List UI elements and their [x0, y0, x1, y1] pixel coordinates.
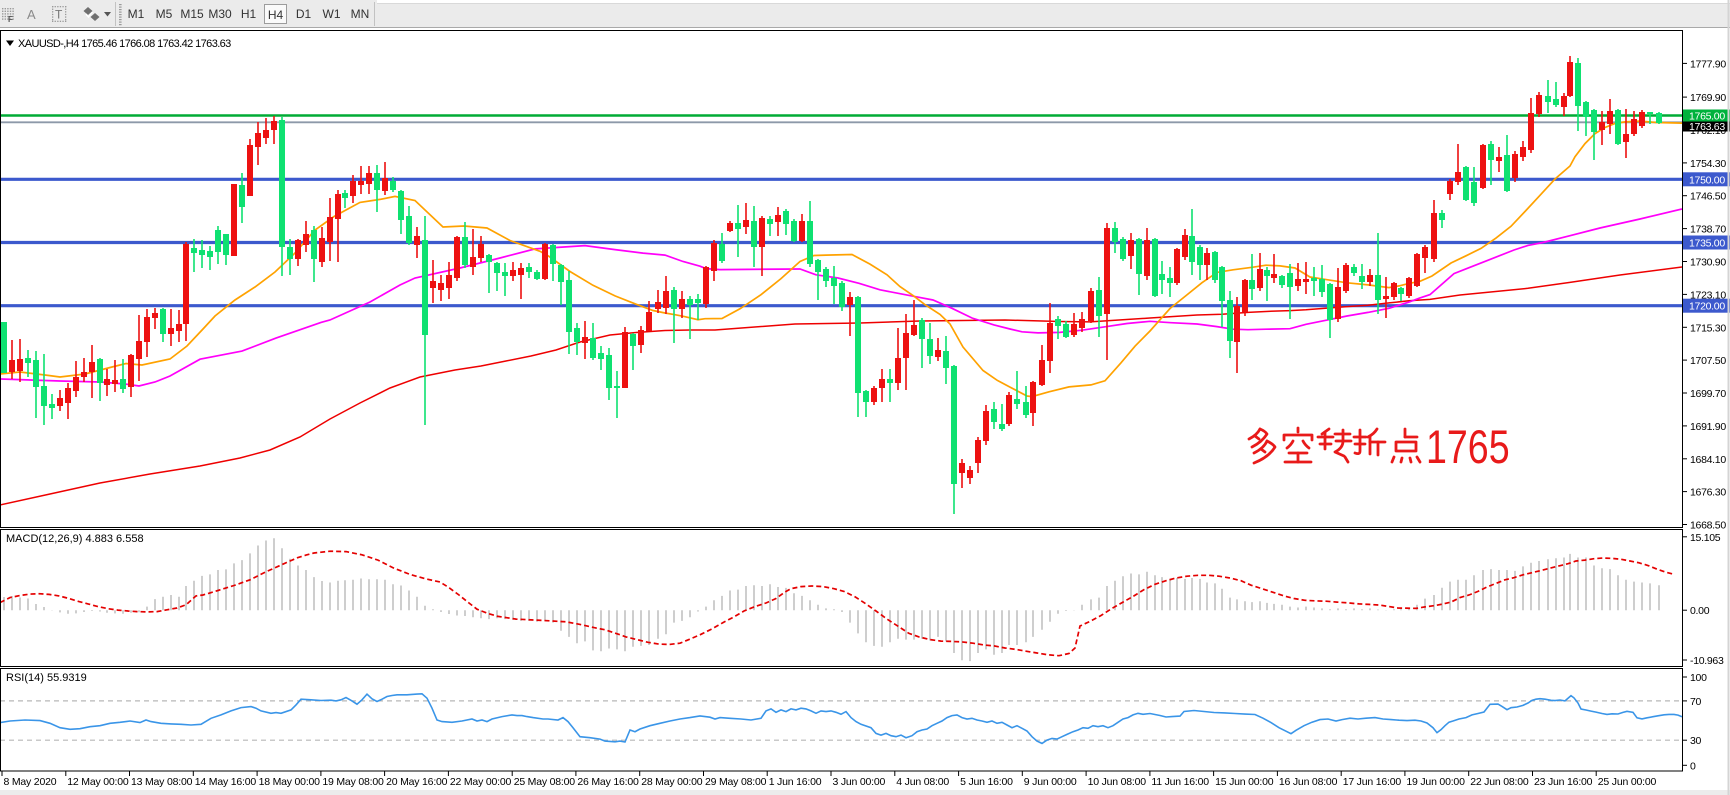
svg-text:1730.90: 1730.90 [1690, 257, 1726, 269]
svg-text:1777.90: 1777.90 [1690, 58, 1726, 70]
svg-text:14 May 16:00: 14 May 16:00 [195, 776, 257, 788]
svg-text:10 Jun 08:00: 10 Jun 08:00 [1088, 776, 1147, 788]
svg-text:12 May 00:00: 12 May 00:00 [67, 776, 129, 788]
svg-text:19 May 08:00: 19 May 08:00 [322, 776, 384, 788]
svg-text:100: 100 [1690, 672, 1707, 684]
svg-text:1699.70: 1699.70 [1690, 388, 1726, 400]
svg-text:28 May 00:00: 28 May 00:00 [641, 776, 703, 788]
svg-text:A: A [27, 7, 36, 22]
svg-text:13 May 08:00: 13 May 08:00 [131, 776, 193, 788]
svg-text:RSI(14) 55.9319: RSI(14) 55.9319 [6, 672, 87, 684]
svg-text:F: F [8, 15, 13, 24]
svg-text:1750.00: 1750.00 [1689, 174, 1725, 186]
svg-text:XAUUSD-,H4 1765.46 1766.08 17: XAUUSD-,H4 1765.46 1766.08 1763.42 1763.… [18, 38, 231, 50]
svg-text:MACD(12,26,9) 4.883 6.558: MACD(12,26,9) 4.883 6.558 [6, 533, 144, 545]
svg-text:26 May 16:00: 26 May 16:00 [577, 776, 639, 788]
svg-text:1763.63: 1763.63 [1689, 121, 1725, 133]
svg-text:1684.10: 1684.10 [1690, 454, 1726, 466]
svg-text:16 Jun 08:00: 16 Jun 08:00 [1279, 776, 1338, 788]
svg-text:4 Jun 08:00: 4 Jun 08:00 [896, 776, 949, 788]
svg-text:29 May 08:00: 29 May 08:00 [705, 776, 767, 788]
svg-text:1765.00: 1765.00 [1689, 110, 1725, 122]
svg-text:19 Jun 00:00: 19 Jun 00:00 [1406, 776, 1465, 788]
svg-text:5 Jun 16:00: 5 Jun 16:00 [960, 776, 1013, 788]
svg-text:25 Jun 00:00: 25 Jun 00:00 [1598, 776, 1657, 788]
svg-text:25 May 08:00: 25 May 08:00 [514, 776, 576, 788]
svg-text:15 Jun 00:00: 15 Jun 00:00 [1215, 776, 1274, 788]
svg-text:22 May 00:00: 22 May 00:00 [450, 776, 512, 788]
svg-text:15.105: 15.105 [1690, 532, 1721, 544]
svg-text:70: 70 [1690, 696, 1702, 708]
svg-text:1754.30: 1754.30 [1690, 158, 1726, 170]
svg-text:0.00: 0.00 [1690, 605, 1710, 617]
svg-text:23 Jun 16:00: 23 Jun 16:00 [1534, 776, 1593, 788]
svg-text:18 May 00:00: 18 May 00:00 [259, 776, 321, 788]
svg-text:22 Jun 08:00: 22 Jun 08:00 [1470, 776, 1529, 788]
svg-text:17 Jun 16:00: 17 Jun 16:00 [1343, 776, 1402, 788]
svg-text:1769.90: 1769.90 [1690, 92, 1726, 104]
svg-text:8 May 2020: 8 May 2020 [4, 776, 57, 788]
svg-text:3 Jun 00:00: 3 Jun 00:00 [833, 776, 886, 788]
svg-text:9 Jun 00:00: 9 Jun 00:00 [1024, 776, 1077, 788]
svg-text:1691.90: 1691.90 [1690, 421, 1726, 433]
svg-text:1715.30: 1715.30 [1690, 322, 1726, 334]
svg-text:1765: 1765 [1426, 421, 1510, 474]
svg-text:1723.10: 1723.10 [1690, 289, 1726, 301]
svg-text:T: T [55, 8, 63, 22]
svg-text:1 Jun 16:00: 1 Jun 16:00 [769, 776, 822, 788]
svg-text:20 May 16:00: 20 May 16:00 [386, 776, 448, 788]
svg-text:1738.70: 1738.70 [1690, 224, 1726, 236]
svg-text:1707.50: 1707.50 [1690, 355, 1726, 367]
svg-text:1668.50: 1668.50 [1690, 520, 1726, 532]
svg-text:0: 0 [1690, 760, 1696, 772]
svg-text:1720.00: 1720.00 [1689, 301, 1725, 313]
svg-text:1746.50: 1746.50 [1690, 191, 1726, 203]
svg-text:1735.00: 1735.00 [1689, 238, 1725, 250]
svg-text:-10.963: -10.963 [1690, 655, 1724, 667]
svg-text:11 Jun 16:00: 11 Jun 16:00 [1151, 776, 1209, 788]
svg-text:30: 30 [1690, 735, 1702, 747]
svg-text:1676.30: 1676.30 [1690, 487, 1726, 499]
